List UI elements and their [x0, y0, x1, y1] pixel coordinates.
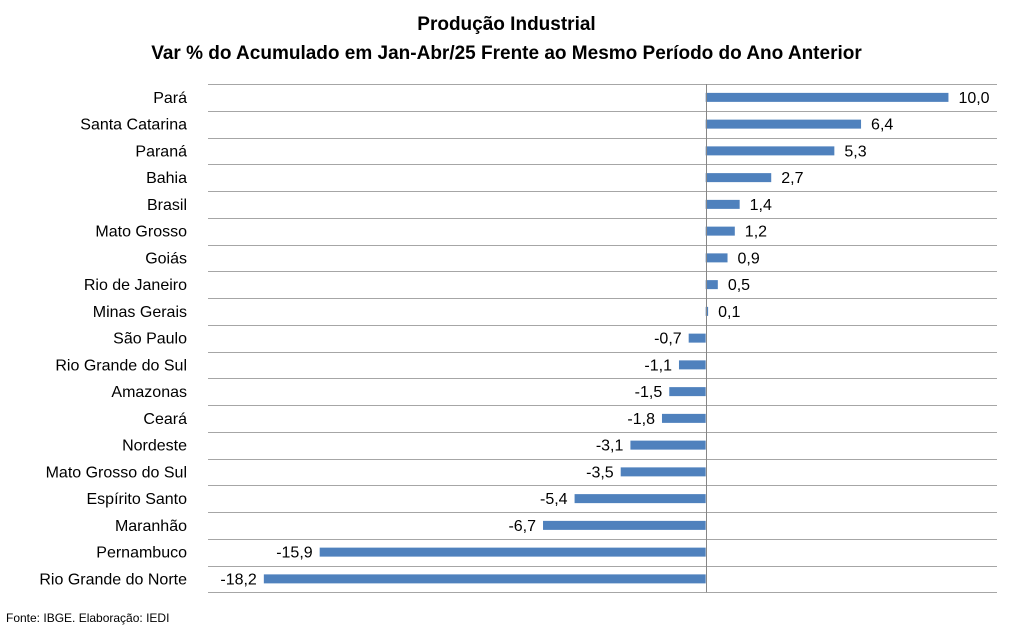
- value-label: -15,9: [276, 545, 313, 562]
- category-label: Minas Gerais: [93, 304, 187, 321]
- bar: [705, 92, 949, 102]
- value-label: 5,3: [844, 143, 866, 160]
- category-label: Goiás: [145, 250, 187, 267]
- category-label: Amazonas: [111, 384, 187, 401]
- value-label: -1,5: [635, 384, 663, 401]
- bar: [705, 280, 718, 290]
- category-label: Santa Catarina: [80, 117, 187, 134]
- category-label: Maranhão: [115, 518, 187, 535]
- category-label: São Paulo: [113, 331, 187, 348]
- bar: [669, 387, 706, 397]
- value-label: 0,5: [728, 277, 750, 294]
- value-label: -1,1: [644, 357, 672, 374]
- bar: [705, 146, 835, 156]
- category-label: Rio Grande do Norte: [39, 571, 187, 588]
- bar: [705, 199, 740, 209]
- value-label: -5,4: [540, 491, 568, 508]
- source-note: Fonte: IBGE. Elaboração: IEDI: [6, 611, 170, 625]
- category-label: Mato Grosso do Sul: [46, 464, 187, 481]
- value-label: 1,4: [750, 197, 772, 214]
- value-label: 0,1: [718, 304, 740, 321]
- value-label: 0,9: [738, 250, 760, 267]
- bar: [574, 494, 706, 504]
- value-label: -18,2: [220, 571, 257, 588]
- category-label: Ceará: [143, 411, 187, 428]
- category-label: Bahia: [146, 170, 187, 187]
- category-labels: Pará Santa Catarina Paraná Bahia Brasil Mato …: [39, 90, 187, 589]
- category-label: Nordeste: [122, 438, 187, 455]
- value-label: 2,7: [781, 170, 803, 187]
- bar: [705, 119, 862, 129]
- category-label: Pernambuco: [96, 545, 187, 562]
- bar: [688, 333, 706, 343]
- value-label: -0,7: [654, 331, 682, 348]
- chart-subtitle: Var % do Acumulado em Jan-Abr/25 Frente …: [151, 43, 862, 64]
- bar: [678, 360, 706, 370]
- value-label: -1,8: [627, 411, 655, 428]
- value-labels: 10,0 6,4 5,3 2,7 1,4 1,2 0,9 0,5 0,1 -0,7 -1,1 -1,5…: [220, 90, 989, 589]
- value-label: 10,0: [958, 90, 989, 107]
- bar: [705, 226, 735, 236]
- value-label: -6,7: [508, 518, 536, 535]
- value-label: -3,5: [586, 464, 614, 481]
- bar: [620, 467, 706, 477]
- category-label: Mato Grosso: [95, 224, 187, 241]
- category-label: Rio de Janeiro: [84, 277, 187, 294]
- value-label: 1,2: [745, 224, 767, 241]
- category-label: Brasil: [147, 197, 187, 214]
- value-label: 6,4: [871, 117, 893, 134]
- bar: [543, 520, 706, 530]
- value-label: -3,1: [596, 438, 624, 455]
- bar: [319, 547, 706, 557]
- category-label: Pará: [153, 90, 187, 107]
- category-label: Paraná: [135, 143, 187, 160]
- category-label: Rio Grande do Sul: [55, 357, 187, 374]
- bar: [661, 413, 706, 423]
- bar: [263, 574, 706, 584]
- bar: [705, 253, 728, 263]
- category-label: Espírito Santo: [87, 491, 188, 508]
- gridlines: [208, 84, 997, 593]
- chart-title: Produção Industrial: [417, 14, 596, 35]
- bar: [630, 440, 706, 450]
- bar: [705, 173, 772, 183]
- bars: [263, 92, 949, 584]
